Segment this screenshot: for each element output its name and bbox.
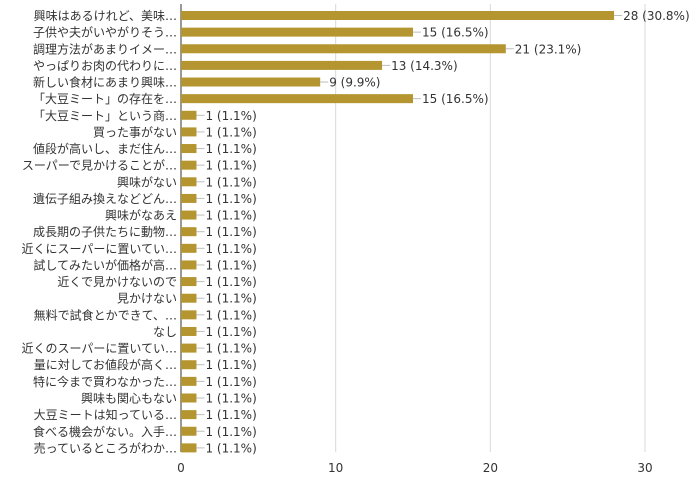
value-label: 1 (1.1%) [205,375,256,389]
bar [181,376,197,386]
value-label: 1 (1.1%) [205,125,256,139]
value-label: 1 (1.1%) [205,425,256,439]
value-label: 13 (14.3%) [391,59,458,73]
bar [181,443,197,453]
value-label: 1 (1.1%) [205,342,256,356]
bar [181,144,197,154]
bar [181,277,197,287]
value-label: 1 (1.1%) [205,408,256,422]
value-label: 15 (16.5%) [422,26,489,40]
x-tick-label: 10 [328,461,343,475]
value-label: 28 (30.8%) [623,9,690,23]
bar [181,177,197,187]
bar [181,60,383,70]
bar [181,193,197,203]
category-label: 興味も関心もない [81,391,177,405]
value-label: 1 (1.1%) [205,209,256,223]
bar [181,11,615,20]
bar [181,127,197,137]
category-label: 「大豆ミート」という商… [33,108,177,123]
bar [181,343,197,353]
category-label: 興味がない [117,174,177,189]
bar [181,110,197,120]
bar [181,227,197,237]
category-label: 近くのスーパーに置いてい… [21,342,177,356]
category-label: 食べる機会がない。入手… [33,424,177,439]
bar [181,94,413,104]
category-label: 「大豆ミート」の存在を… [33,92,177,106]
category-label: 興味がなあえ [105,208,177,223]
category-label: 買った事がない [93,124,177,139]
x-tick-label: 0 [177,461,185,475]
category-label: 新しい食材にあまり興味… [33,75,177,90]
value-label: 1 (1.1%) [205,308,256,322]
category-label: 子供や夫がいやがりそう… [33,25,177,40]
value-label: 1 (1.1%) [205,242,256,256]
bar [181,260,197,270]
value-label: 1 (1.1%) [205,358,256,372]
x-tick-label: 20 [483,461,498,475]
category-label: 調理方法があまりイメー… [33,41,177,56]
bar [181,243,197,253]
value-label: 21 (23.1%) [515,42,582,56]
bar [181,160,197,170]
bar [181,27,413,37]
bar [181,410,197,420]
category-label: なし [153,325,177,339]
category-label: 売っているところがわか… [34,440,177,455]
category-label: 近くにスーパーに置いてい… [21,242,177,256]
value-label: 1 (1.1%) [205,142,256,156]
category-label: 遺伝子組み換えなどどん… [33,191,177,206]
value-label: 1 (1.1%) [205,292,256,306]
category-label: 量に対してお値段が高く… [34,357,177,372]
value-label: 15 (16.5%) [422,92,489,106]
bar [181,210,197,220]
value-label: 1 (1.1%) [205,441,256,455]
category-label: 見かけない [117,292,177,306]
category-label: 値段が高いし、まだ住ん… [33,141,177,156]
value-label: 1 (1.1%) [205,258,256,272]
category-label: 無料で試食とかできて、… [34,307,177,322]
value-label: 1 (1.1%) [205,175,256,189]
value-label: 1 (1.1%) [205,225,256,239]
category-label: 近くで見かけないので [57,275,177,289]
bar [181,293,197,303]
bar [181,77,321,87]
value-label: 1 (1.1%) [205,109,256,123]
category-label: やっぱりお肉の代わりに… [33,59,177,73]
category-label: 成長期の子供たちに動物… [33,225,177,239]
value-label: 1 (1.1%) [205,391,256,405]
category-label: スーパーで見かけることが… [22,158,177,173]
value-label: 1 (1.1%) [205,325,256,339]
value-label: 1 (1.1%) [205,192,256,206]
value-label: 9 (9.9%) [329,76,380,90]
bar [181,426,197,436]
bar [181,393,197,403]
bar [181,44,506,54]
value-label: 1 (1.1%) [205,275,256,289]
category-label: 興味はあるけれど、美味… [34,9,177,23]
bar [181,360,197,370]
category-label: 特に今まで買わなかった… [33,374,177,389]
value-label: 1 (1.1%) [205,159,256,173]
bar [181,310,197,320]
category-label: 試してみたいが価格が高… [33,257,177,272]
x-tick-label: 30 [637,461,652,475]
bar [181,326,197,336]
category-label: 大豆ミートは知っている… [34,408,177,422]
